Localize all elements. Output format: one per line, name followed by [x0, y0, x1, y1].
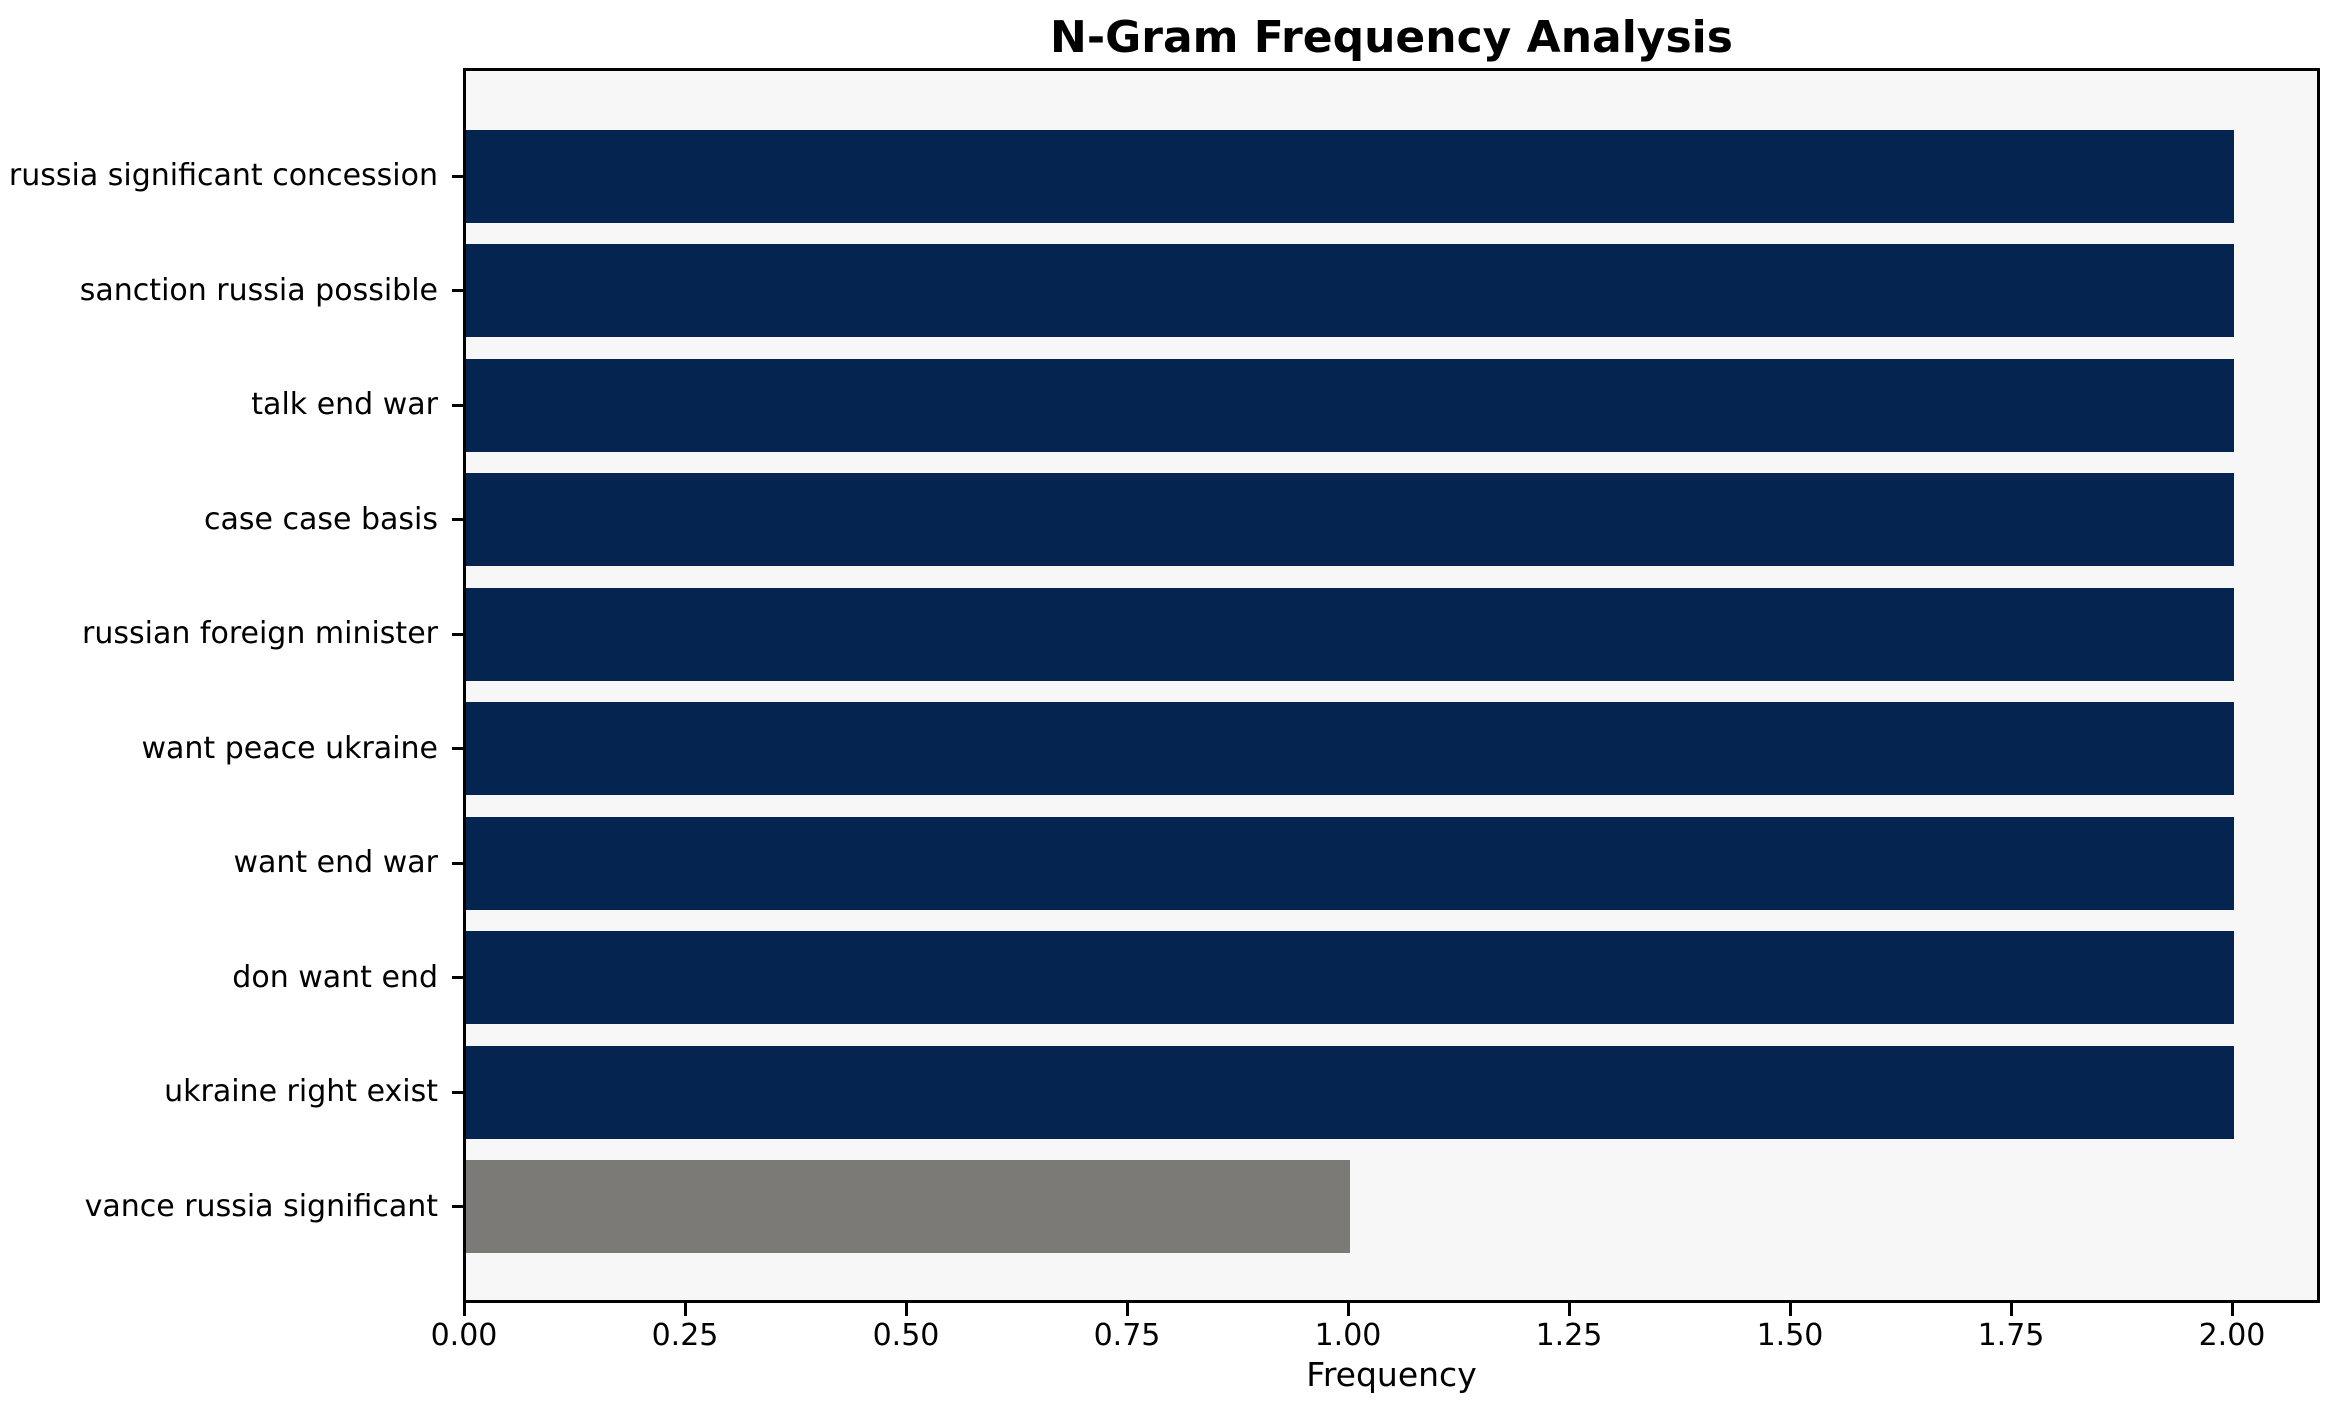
y-tick-mark	[452, 174, 463, 178]
bar-don-want-end	[466, 931, 2234, 1025]
x-tick-mark	[1346, 1303, 1350, 1316]
x-tick-label: 1.75	[1977, 1318, 2045, 1353]
x-tick-label: 1.25	[1535, 1318, 1603, 1353]
y-tick-mark	[452, 403, 463, 407]
x-tick-label: 0.75	[1093, 1318, 1161, 1353]
y-tick-label: vance russia significant	[84, 1188, 438, 1224]
x-tick-mark	[2230, 1303, 2234, 1316]
plot-area	[463, 68, 2320, 1303]
bar-want-end-war	[466, 816, 2234, 910]
x-tick-label: 0.00	[430, 1318, 498, 1353]
y-tick-mark	[452, 861, 463, 865]
y-tick-mark	[452, 747, 463, 751]
bar-sanction-russia-possible	[466, 244, 2234, 338]
y-tick-label: want peace ukraine	[141, 730, 438, 766]
bar-want-peace-ukraine	[466, 702, 2234, 796]
bar-ukraine-right-exist	[466, 1045, 2234, 1139]
bar-case-case-basis	[466, 473, 2234, 567]
y-tick-label: case case basis	[203, 501, 438, 537]
bar-vance-russia-significant	[466, 1160, 1350, 1254]
y-tick-mark	[452, 632, 463, 636]
y-tick-mark	[452, 1205, 463, 1209]
y-tick-label: russia significant concession	[8, 158, 438, 194]
y-tick-label: don want end	[232, 959, 438, 995]
bar-talk-end-war	[466, 358, 2234, 452]
x-tick-mark	[2009, 1303, 2013, 1316]
bar-russian-foreign-minister	[466, 587, 2234, 681]
x-tick-label: 2.00	[2198, 1318, 2266, 1353]
y-tick-label: want end war	[233, 845, 438, 881]
y-tick-mark	[452, 289, 463, 293]
y-tick-label: talk end war	[251, 387, 438, 423]
x-tick-label: 1.50	[1756, 1318, 1824, 1353]
y-tick-mark	[452, 976, 463, 980]
y-tick-mark	[452, 518, 463, 522]
x-tick-mark	[904, 1303, 908, 1316]
y-tick-label: sanction russia possible	[79, 272, 438, 308]
x-tick-mark	[1788, 1303, 1792, 1316]
bar-russia-significant-concession	[466, 129, 2234, 223]
y-tick-label: ukraine right exist	[164, 1074, 438, 1110]
y-tick-label: russian foreign minister	[82, 616, 438, 652]
x-tick-mark	[1567, 1303, 1571, 1316]
chart-title: N-Gram Frequency Analysis	[1050, 12, 1733, 63]
x-tick-label: 0.25	[651, 1318, 719, 1353]
x-tick-mark	[1125, 1303, 1129, 1316]
x-tick-label: 0.50	[872, 1318, 940, 1353]
x-tick-mark	[462, 1303, 466, 1316]
y-tick-mark	[452, 1090, 463, 1094]
x-tick-mark	[683, 1303, 687, 1316]
x-tick-label: 1.00	[1314, 1318, 1382, 1353]
x-axis-label: Frequency	[1306, 1355, 1477, 1394]
